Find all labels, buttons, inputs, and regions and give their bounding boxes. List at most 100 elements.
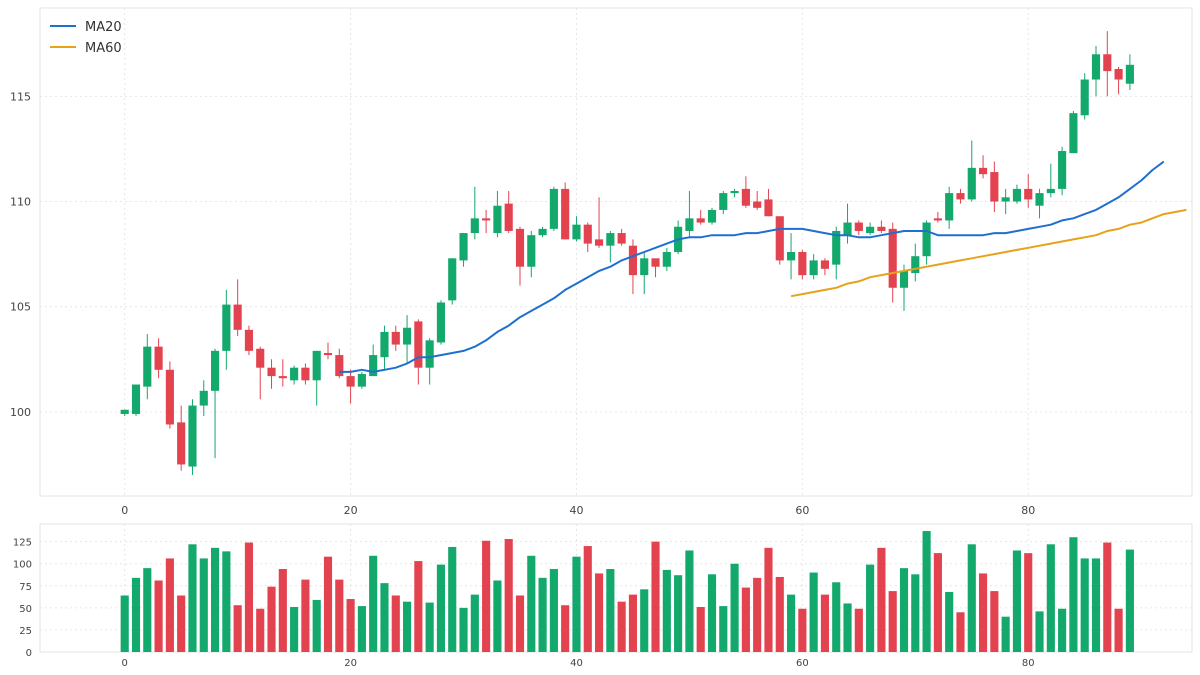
candle-body — [1125, 64, 1134, 84]
candle-body — [877, 226, 886, 231]
candle-body — [459, 233, 468, 261]
candle-down — [978, 155, 988, 179]
candle-up — [945, 186, 954, 229]
candle-body — [640, 258, 649, 276]
volume-bar — [1024, 553, 1033, 652]
candle-up — [143, 334, 152, 400]
candle-body — [764, 199, 773, 217]
candle-down — [414, 319, 423, 385]
candle-up — [459, 233, 468, 267]
volume-bar — [798, 608, 807, 652]
candle-down — [244, 325, 254, 356]
volume-bar — [922, 531, 931, 652]
candle-down — [515, 226, 525, 286]
candle-up — [786, 233, 796, 280]
candle-body — [866, 226, 875, 234]
price-plot-frame — [39, 7, 1193, 497]
candle-up — [922, 220, 931, 265]
candle-body — [549, 188, 558, 229]
volume-bar — [583, 546, 592, 652]
candle-up — [1035, 188, 1044, 219]
candle-down — [696, 209, 705, 225]
candle-body — [786, 252, 796, 261]
candle-body — [504, 203, 513, 231]
candle-down — [233, 279, 242, 337]
candle-down — [301, 363, 310, 385]
candle-body — [707, 209, 717, 223]
volume-bar — [1046, 544, 1055, 652]
candle-body — [594, 239, 604, 246]
price-x-tick-label: 40 — [569, 504, 583, 517]
candle-up — [290, 365, 299, 385]
price-x-tick-label: 20 — [344, 504, 358, 517]
volume-bar — [820, 594, 830, 652]
candle-down — [990, 161, 999, 213]
candle-body — [414, 321, 423, 368]
legend-label-ma60: MA60 — [85, 41, 122, 56]
candle-body — [628, 245, 638, 276]
volume-y-tick-label: 25 — [19, 626, 32, 637]
volume-bar — [369, 555, 378, 652]
candle-down — [256, 346, 265, 400]
candle-body — [210, 350, 220, 391]
volume-bar — [301, 579, 310, 652]
volume-bar — [504, 539, 513, 652]
volume-bar — [448, 546, 457, 652]
volume-bar — [1035, 611, 1044, 652]
candle-up — [493, 191, 502, 238]
volume-bar — [199, 558, 208, 652]
volume-bar — [809, 572, 818, 652]
volume-y-tick-label: 75 — [19, 582, 32, 593]
candle-body — [154, 346, 163, 370]
candle-down — [323, 342, 333, 360]
volume-bar — [290, 606, 299, 652]
volume-x-tick-label: 40 — [570, 658, 583, 669]
candle-down — [561, 182, 570, 240]
volume-bar — [527, 555, 536, 652]
candle-down — [775, 216, 784, 265]
candle-up — [866, 222, 875, 236]
candle-down — [764, 188, 773, 217]
volume-bar — [210, 547, 220, 652]
candle-up — [640, 252, 649, 295]
volume-x-tick-label: 0 — [122, 658, 128, 669]
candle-down — [651, 258, 660, 278]
candle-body — [685, 218, 694, 231]
volume-bar — [1069, 537, 1078, 652]
candle-body — [978, 167, 988, 175]
volume-bar — [436, 564, 446, 652]
candle-up — [899, 264, 909, 311]
candle-body — [222, 304, 231, 351]
volume-bar — [470, 594, 479, 652]
candle-body — [832, 230, 841, 265]
volume-bar — [357, 606, 366, 652]
candle-body — [809, 260, 818, 276]
volume-panel: 0 25 50 75 100 125 0 20 40 60 80 — [13, 523, 1193, 669]
candle-body — [1058, 151, 1067, 189]
candle-body — [256, 348, 265, 368]
candle-down — [335, 348, 344, 379]
volume-bar — [131, 577, 141, 652]
volume-x-tick-label: 60 — [796, 658, 809, 669]
candle-body — [515, 228, 525, 267]
candle-body — [402, 327, 412, 345]
volume-bar — [651, 541, 660, 652]
candle-up — [210, 348, 220, 459]
volume-bar — [933, 553, 942, 652]
candle-down — [798, 249, 807, 280]
candle-up — [606, 230, 615, 263]
candle-up — [120, 409, 129, 417]
volume-bar — [267, 586, 276, 652]
volume-bar — [685, 550, 694, 652]
price-y-tick-label: 100 — [10, 406, 31, 419]
volume-bar — [425, 602, 434, 652]
volume-bar — [549, 569, 558, 652]
volume-bar — [832, 582, 841, 652]
volume-x-tick-label: 20 — [344, 658, 357, 669]
candle-body — [1091, 54, 1101, 80]
candle-body — [933, 218, 942, 221]
candle-up — [470, 186, 479, 240]
volume-bar — [1114, 608, 1123, 652]
candle-down — [1114, 66, 1123, 95]
